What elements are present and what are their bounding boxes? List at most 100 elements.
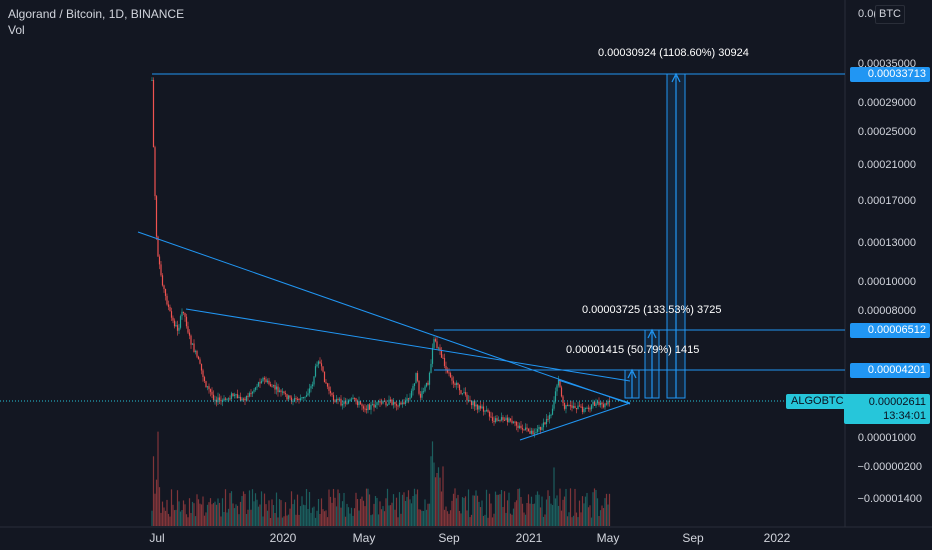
volume-bar xyxy=(446,511,449,526)
volume-bar xyxy=(478,501,480,526)
candle-body xyxy=(232,393,234,396)
volume-bar xyxy=(244,493,246,526)
candle-body xyxy=(332,395,335,401)
time-axis[interactable]: Jul 2020 May Sep 2021 May Sep 2022 xyxy=(149,531,790,545)
volume-bar xyxy=(217,498,219,526)
volume-bar xyxy=(379,501,381,526)
candle-body xyxy=(574,405,576,409)
candle-body xyxy=(437,347,440,349)
candle-body xyxy=(473,401,476,407)
projection-arrows[interactable] xyxy=(624,72,686,399)
candle-body xyxy=(347,401,350,404)
volume-bar xyxy=(475,490,477,526)
volume-bar xyxy=(341,501,344,526)
volume-bar xyxy=(325,510,327,526)
candle-body xyxy=(602,404,605,408)
volume-bar xyxy=(359,498,362,526)
candle-body xyxy=(589,408,591,410)
volume-bar xyxy=(556,495,558,526)
volume-bar xyxy=(394,509,396,526)
currency-button[interactable]: BTC xyxy=(875,5,905,24)
volume-bar xyxy=(167,513,170,526)
volume-bar xyxy=(425,509,428,526)
candle-body xyxy=(316,364,318,367)
trendline-ascending-support[interactable] xyxy=(519,402,631,441)
volume-bar xyxy=(290,491,293,526)
volume-bar xyxy=(406,496,408,526)
candle-body xyxy=(361,404,363,407)
candle-body xyxy=(191,343,194,345)
volume-bar xyxy=(596,498,599,526)
trendline-drawings[interactable] xyxy=(137,231,631,441)
volume-bar xyxy=(307,508,309,526)
candle-body xyxy=(446,369,449,373)
trendline-mid-descending[interactable] xyxy=(185,308,631,382)
volume-bar xyxy=(226,512,228,526)
volume-bar xyxy=(562,499,564,526)
volume-bar xyxy=(500,489,503,526)
volume-bar xyxy=(265,504,267,526)
candle-body xyxy=(184,313,186,317)
candle-body xyxy=(167,304,170,307)
candle-body xyxy=(317,361,320,365)
volume-bar xyxy=(241,496,243,526)
symbol-title[interactable]: Algorand / Bitcoin, 1D, BINANCE xyxy=(8,7,185,21)
price-tick: 0.00029000 xyxy=(858,97,916,109)
volume-bar xyxy=(326,517,329,526)
candle-body xyxy=(218,397,221,401)
volume-bar xyxy=(155,479,158,526)
volume-bar xyxy=(305,489,308,526)
volume-bar xyxy=(598,516,600,526)
trendline-upper-triangle[interactable] xyxy=(557,379,631,404)
candle-body xyxy=(256,386,258,388)
volume-bar xyxy=(376,497,378,526)
candle-body xyxy=(199,359,201,364)
volume-bar xyxy=(164,510,167,526)
candle-body xyxy=(298,399,300,401)
volume-bar xyxy=(605,493,608,526)
volume-bar xyxy=(451,500,453,526)
volume-bar xyxy=(391,502,393,526)
candle-body xyxy=(407,398,410,400)
candle-body xyxy=(394,402,396,404)
trendline-long-descending[interactable] xyxy=(137,231,631,405)
volume-bar xyxy=(445,506,447,526)
chart-legend[interactable]: Algorand / Bitcoin, 1D, BINANCE Vol xyxy=(8,6,184,38)
candle-body xyxy=(376,402,378,406)
volume-bar xyxy=(184,504,186,526)
candle-body xyxy=(190,335,192,345)
volume-bar xyxy=(380,509,383,526)
candle-body xyxy=(163,285,165,289)
volume-indicator-label[interactable]: Vol xyxy=(8,23,25,37)
candle-body xyxy=(263,377,266,380)
measurement-label-low: 0.00001415 (50.79%) 1415 xyxy=(566,344,699,356)
candle-body xyxy=(572,405,575,408)
candle-body xyxy=(565,405,567,409)
volume-bar xyxy=(397,517,399,526)
candle-body xyxy=(533,433,536,435)
price-tick: −0.00000200 xyxy=(857,461,922,473)
volume-bar xyxy=(275,492,278,526)
volume-bar xyxy=(392,494,395,526)
volume-bar xyxy=(439,477,441,526)
candle-body xyxy=(608,401,611,403)
price-axis[interactable]: 0.0( 0.00035000 0.00029000 0.00025000 0.… xyxy=(857,8,922,505)
candle-body xyxy=(418,380,420,394)
candle-body xyxy=(304,396,306,398)
volume-bar xyxy=(440,491,443,526)
volume-bar xyxy=(271,499,273,526)
candle-body xyxy=(308,388,311,394)
candle-body xyxy=(313,376,315,385)
candle-body xyxy=(286,394,288,400)
volume-bar xyxy=(355,492,357,526)
candle-body xyxy=(583,408,585,412)
volume-bar xyxy=(293,499,296,526)
candle-body xyxy=(475,404,477,407)
time-tick: 2022 xyxy=(764,531,791,545)
volume-bar xyxy=(547,490,549,526)
candle-body xyxy=(295,398,297,400)
volume-bar xyxy=(299,506,302,526)
volume-bar xyxy=(166,499,168,526)
horizontal-levels[interactable] xyxy=(0,73,845,402)
